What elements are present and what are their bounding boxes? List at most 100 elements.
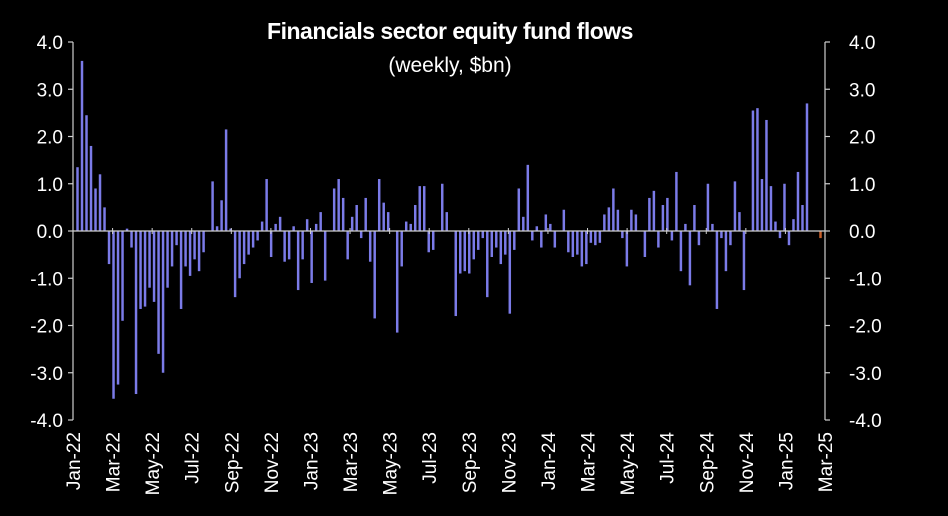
bar [774,221,777,231]
bar [504,231,507,255]
bar [540,231,543,248]
bar [94,188,97,231]
bar [679,231,683,272]
bar [346,231,349,260]
bar [404,221,408,231]
bar [400,231,403,267]
bar [549,223,552,231]
bar [603,214,606,231]
bar [296,231,300,291]
bar [89,145,93,231]
y-tick-label-left: -1.0 [30,269,63,290]
bar [188,231,192,276]
bar [657,231,660,248]
bar [310,231,313,283]
bar [720,231,723,239]
bar [305,219,309,231]
bar [643,231,647,257]
bar [121,231,124,321]
bar [242,231,246,265]
x-tick-label: May-24 [618,432,639,496]
x-tick-label: Nov-24 [737,432,758,494]
bar [256,231,259,241]
bar [778,231,782,239]
bar [301,231,304,260]
bar [377,179,381,231]
bar [368,231,372,262]
x-tick-label: Mar-22 [104,432,125,492]
bar [652,190,656,231]
bar [373,231,376,319]
bar [571,231,575,257]
bar [576,231,579,255]
y-tick-label-right: -4.0 [849,411,882,432]
bar [85,115,88,231]
bar [269,231,273,257]
y-tick-label-left: -4.0 [30,411,63,432]
x-tick-label: Jan-25 [776,432,797,490]
bar [526,164,530,231]
bar [688,231,692,286]
bar [805,103,809,231]
bar [787,231,791,246]
y-tick-label-right: 1.0 [849,175,875,196]
bar [98,174,102,231]
bar [472,231,476,260]
bar [161,231,165,373]
chart-subtitle: (weekly, $bn) [388,54,512,77]
bar [116,231,120,385]
bar [319,212,322,231]
bar [616,209,620,231]
bar [278,216,282,231]
bar [395,231,399,333]
bar [675,171,678,231]
bar [499,231,503,265]
bar [265,179,268,231]
bar [711,223,714,231]
bar [580,231,584,267]
bar [251,231,255,248]
bar [139,231,142,309]
y-tick-label-left: 1.0 [37,175,63,196]
y-tick-label-right: 0.0 [849,222,875,243]
bar [769,186,773,231]
bar [134,231,138,395]
y-tick-label-right: 3.0 [849,80,875,101]
bar [292,226,295,231]
bar [197,231,201,272]
y-tick-label-right: 4.0 [849,33,875,54]
bar [359,231,363,239]
bar [553,231,557,248]
bar [260,221,264,231]
bar [715,231,719,309]
bar [364,197,367,231]
bar [742,231,746,291]
bar [760,179,764,231]
bar [409,223,412,231]
bar [801,205,804,231]
bar [756,108,759,231]
bar [125,228,129,231]
x-tick-label: Mar-24 [579,432,600,493]
bar [454,231,457,317]
bar [179,231,183,309]
bar [585,231,588,265]
bar [445,212,448,231]
bar [724,231,728,272]
bar [193,231,196,260]
bar [693,205,696,231]
bar [130,231,133,248]
bar [202,231,205,253]
bar [463,231,466,272]
bar [441,183,444,231]
x-tick-label: Sep-24 [697,432,718,494]
bar [517,188,521,231]
bar [314,223,318,231]
y-tick-label-left: 3.0 [37,80,63,101]
bar [341,197,345,231]
bar [531,231,534,241]
bar [112,231,115,399]
bar [220,200,223,231]
bar [765,119,768,231]
bar [175,231,178,246]
